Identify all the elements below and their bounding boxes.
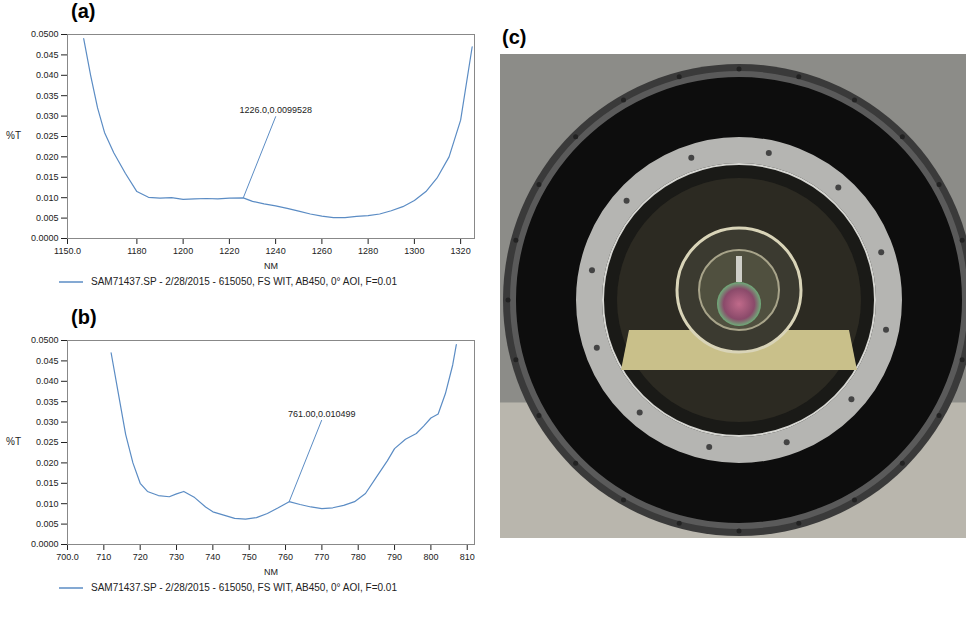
svg-text:0.005: 0.005 — [36, 213, 59, 223]
svg-text:1260: 1260 — [312, 246, 332, 256]
html-text:%T: %T — [6, 130, 21, 141]
svg-text:0.015: 0.015 — [36, 478, 59, 488]
svg-text:0.035: 0.035 — [36, 397, 59, 407]
svg-text:1300: 1300 — [404, 246, 424, 256]
svg-text:1220: 1220 — [219, 246, 239, 256]
svg-text:0.040: 0.040 — [36, 376, 59, 386]
svg-text:0.025: 0.025 — [36, 437, 59, 447]
html-text:(c): (c) — [502, 26, 527, 48]
svg-text:1150.0: 1150.0 — [54, 246, 81, 256]
html-text:SAM71437.SP - 2/28/2015 - 6150: SAM71437.SP - 2/28/2015 - 615050, FS WIT… — [91, 276, 397, 287]
svg-text:0.015: 0.015 — [36, 172, 59, 182]
svg-text:1226.0,0.0099528: 1226.0,0.0099528 — [240, 105, 313, 115]
svg-text:0.045: 0.045 — [36, 50, 59, 60]
svg-text:730: 730 — [169, 552, 184, 562]
svg-text:700.0: 700.0 — [56, 552, 79, 562]
svg-text:710: 710 — [96, 552, 111, 562]
svg-text:0.020: 0.020 — [36, 458, 59, 468]
svg-text:810: 810 — [460, 552, 475, 562]
html-text:(a): (a) — [71, 0, 96, 22]
svg-text:0.030: 0.030 — [36, 111, 59, 121]
svg-text:760: 760 — [278, 552, 293, 562]
svg-text:720: 720 — [133, 552, 148, 562]
svg-text:740: 740 — [205, 552, 220, 562]
svg-text:0.045: 0.045 — [36, 356, 59, 366]
svg-text:0.035: 0.035 — [36, 91, 59, 101]
svg-text:780: 780 — [351, 552, 366, 562]
svg-text:1180: 1180 — [127, 246, 146, 256]
svg-text:1320: 1320 — [451, 246, 471, 256]
html-text:%T: %T — [6, 436, 21, 447]
svg-text:0.005: 0.005 — [36, 519, 59, 529]
svg-text:0.0000: 0.0000 — [31, 539, 59, 549]
svg-text:750: 750 — [242, 552, 257, 562]
svg-text:761.00,0.010499: 761.00,0.010499 — [288, 409, 356, 419]
svg-text:0.025: 0.025 — [36, 131, 59, 141]
svg-text:0.0500: 0.0500 — [31, 335, 59, 345]
svg-text:800: 800 — [423, 552, 438, 562]
svg-text:0.010: 0.010 — [36, 193, 59, 203]
svg-text:0.0000: 0.0000 — [31, 233, 59, 243]
svg-text:770: 770 — [314, 552, 329, 562]
svg-text:NM: NM — [264, 567, 278, 577]
svg-text:1240: 1240 — [266, 246, 286, 256]
html-text:SAM71437.SP - 2/28/2015 - 6150: SAM71437.SP - 2/28/2015 - 615050, FS WIT… — [91, 582, 397, 593]
html-text:(b): (b) — [71, 306, 97, 328]
svg-text:1280: 1280 — [358, 246, 378, 256]
svg-text:1200: 1200 — [173, 246, 193, 256]
svg-text:0.0500: 0.0500 — [31, 29, 59, 39]
svg-text:NM: NM — [264, 261, 278, 271]
svg-text:0.030: 0.030 — [36, 417, 59, 427]
svg-text:0.040: 0.040 — [36, 70, 59, 80]
svg-text:790: 790 — [387, 552, 402, 562]
svg-text:0.020: 0.020 — [36, 152, 59, 162]
svg-text:0.010: 0.010 — [36, 499, 59, 509]
